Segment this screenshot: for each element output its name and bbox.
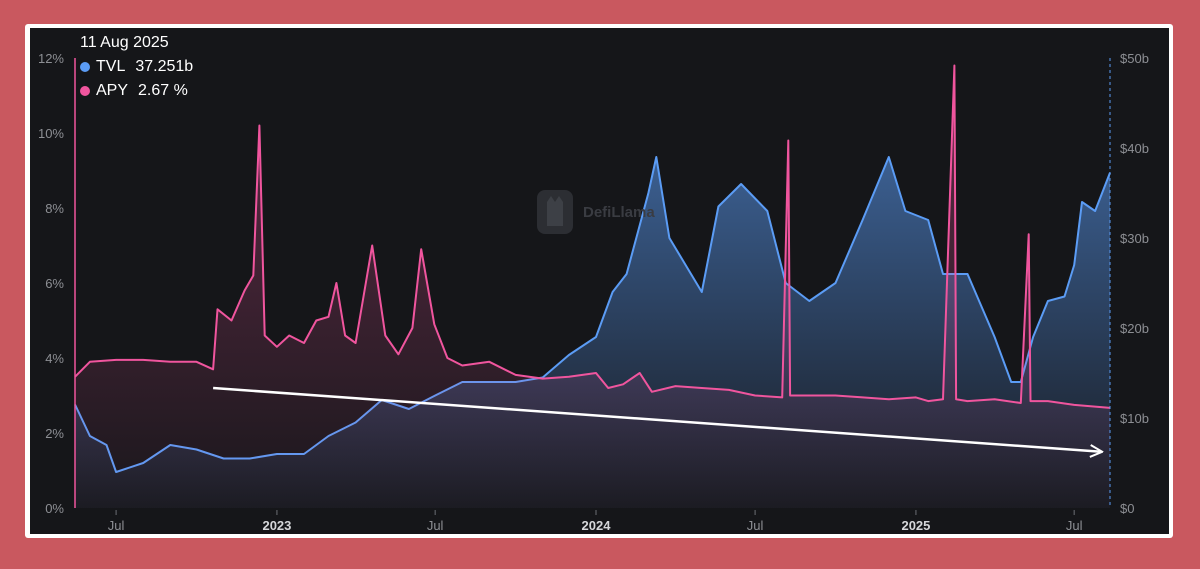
tooltip-apy-name: APY	[96, 82, 129, 99]
left-axis-tick-label: 0%	[45, 501, 64, 516]
apy-line	[74, 64, 1111, 409]
x-axis-tick-label: 2024	[582, 518, 612, 533]
tooltip-apy-value: 2.67 %	[138, 82, 188, 99]
defillama-watermark: DefiLlama	[535, 188, 655, 236]
hover-tooltip: 11 Aug 2025 TVL 37.251b APY 2.67 %	[80, 31, 193, 103]
right-axis-tick-label: $20b	[1120, 321, 1149, 336]
right-axis-tick-label: $40b	[1120, 141, 1149, 156]
llama-logo-icon	[537, 190, 573, 234]
left-axis-tick-label: 2%	[45, 426, 64, 441]
x-axis-tick-label: 2025	[901, 518, 930, 533]
x-axis-tick-label: Jul	[427, 518, 444, 533]
x-axis-tick-label: Jul	[108, 518, 125, 533]
tooltip-tvl-name: TVL	[96, 58, 126, 75]
tooltip-tvl-value: 37.251b	[135, 58, 194, 75]
left-axis-tick-label: 4%	[45, 351, 64, 366]
left-axis-tick-label: 6%	[45, 276, 64, 291]
tooltip-date: 11 Aug 2025	[80, 34, 169, 51]
x-axis-tick-label: 2023	[262, 518, 291, 533]
watermark-text: DefiLlama	[583, 203, 655, 221]
right-axis-tick-label: $0	[1120, 501, 1134, 516]
x-axis-tick-label: Jul	[747, 518, 764, 533]
trend-arrow	[213, 386, 1101, 452]
tooltip-row-tvl: TVL 37.251b	[80, 55, 193, 79]
right-axis-tick-label: $30b	[1120, 231, 1149, 246]
tvl-legend-dot	[80, 62, 90, 72]
right-axis-tick-label: $50b	[1120, 51, 1149, 66]
left-axis-tick-label: 12%	[38, 51, 64, 66]
apy-legend-dot	[80, 86, 90, 96]
left-axis-tick-label: 8%	[45, 201, 64, 216]
right-axis-tick-label: $10b	[1120, 411, 1149, 426]
left-axis-tick-label: 10%	[38, 126, 64, 141]
tooltip-row-apy: APY 2.67 %	[80, 79, 193, 103]
x-axis-tick-label: Jul	[1066, 518, 1083, 533]
